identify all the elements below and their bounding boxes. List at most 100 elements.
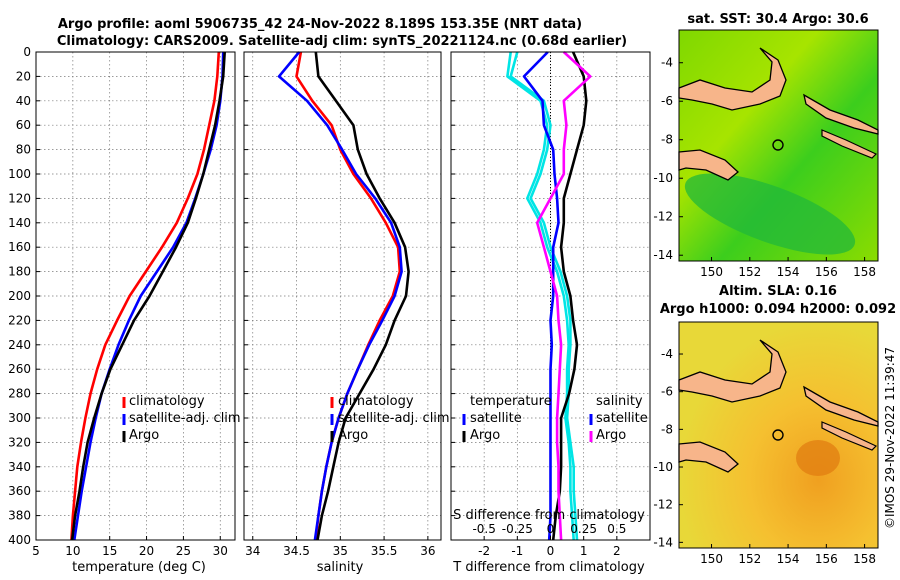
x2-tick-label: 0 — [547, 522, 555, 536]
map-y-tick-label: -4 — [661, 347, 673, 361]
series-t-diff-argo — [509, 51, 579, 541]
y-tick-label: 120 — [8, 191, 31, 205]
sst-map-frame — [678, 29, 879, 262]
sla-high-anomaly — [796, 440, 840, 476]
x-tick-label: 1 — [580, 544, 588, 558]
x-tick-label: 35.5 — [371, 544, 398, 558]
salinity-panel: 34 34.5 35 35.5 36 — [243, 51, 442, 558]
map-x-tick-label: 152 — [738, 265, 761, 279]
map-y-tick-label: -14 — [653, 535, 673, 549]
x-tick-label: 34 — [245, 544, 260, 558]
y-tick-label: 340 — [8, 460, 31, 474]
sla-map — [678, 321, 879, 549]
x-tick-label: 10 — [65, 544, 80, 558]
legend-label-climatology: climatology — [129, 394, 205, 409]
map-y-tick-label: -10 — [653, 460, 673, 474]
difference-panel: -2 -1 0 1 2 — [450, 51, 651, 558]
land-islands — [821, 421, 878, 451]
map-x-tick-label: 158 — [853, 265, 876, 279]
y-tick-label: 140 — [8, 216, 31, 230]
argo-position-marker — [772, 139, 784, 151]
land-islands — [821, 129, 878, 159]
x-tick-label: 5 — [32, 544, 40, 558]
legend-title-salinity: salinity — [596, 394, 643, 409]
difference-x2label: S difference from climatology — [453, 508, 645, 523]
land-new-guinea — [678, 339, 787, 403]
land-new-guinea — [678, 47, 787, 111]
x-tick-label: 0 — [547, 544, 555, 558]
plot-frame — [243, 51, 442, 541]
legend-label-satellite: satellite-adj. clim — [129, 411, 241, 426]
y-tick-label: 0 — [23, 45, 31, 59]
legend-label-argo: Argo — [338, 428, 368, 443]
series-s-diff-argo-clim — [535, 51, 592, 541]
map-y-tick-label: -10 — [653, 171, 673, 185]
map-y-tick-label: -8 — [661, 133, 673, 147]
series-satellite-adj-clim — [277, 51, 403, 541]
y-tick-label: 380 — [8, 509, 31, 523]
temperature-panel: 5 10 15 20 25 3002040608010012014016018020022… — [8, 45, 236, 558]
map-x-tick-label: 154 — [777, 265, 800, 279]
y-tick-label: 180 — [8, 265, 31, 279]
x-tick-label: 25 — [176, 544, 191, 558]
sst-map-ticks: 150 152 154 156 158 -4 -6 -8 -10 -12 -14 — [653, 56, 876, 279]
x-tick-label: 36 — [420, 544, 435, 558]
x2-tick-label: 0.25 — [570, 522, 597, 536]
map-y-tick-label: -12 — [653, 498, 673, 512]
sst-cool-band — [684, 173, 856, 255]
map-y-tick-label: -4 — [661, 56, 673, 70]
series-s-diff-argo — [551, 51, 588, 541]
x-tick-label: 34.5 — [283, 544, 310, 558]
title-line-1: Argo profile: aoml 5906735_42 24-Nov-202… — [58, 17, 582, 32]
y-tick-label: 260 — [8, 362, 31, 376]
y-tick-label: 300 — [8, 411, 31, 425]
y-tick-label: 40 — [16, 94, 31, 108]
y-tick-label: 100 — [8, 167, 31, 181]
map-x-tick-label: 156 — [815, 265, 838, 279]
legend-label-s-argo: Argo — [596, 428, 626, 443]
series-s-diff-satellite — [522, 51, 560, 541]
difference-xlabel: T difference from climatology — [452, 560, 645, 575]
y-tick-label: 280 — [8, 387, 31, 401]
difference-legend-salinity: salinity satellite Argo — [589, 394, 648, 443]
legend-label-argo: Argo — [129, 428, 159, 443]
land-papuan-peninsula — [678, 149, 739, 181]
series-climatology — [70, 51, 221, 541]
y-tick-label: 160 — [8, 240, 31, 254]
x2-tick-label: -0.5 — [472, 522, 495, 536]
legend-label-satellite: satellite-adj. clim — [338, 411, 450, 426]
x-tick-label: 20 — [139, 544, 154, 558]
y-tick-label: 200 — [8, 289, 31, 303]
y-tick-label: 320 — [8, 435, 31, 449]
salinity-xlabel: salinity — [317, 560, 364, 575]
y-tick-label: 360 — [8, 484, 31, 498]
y-tick-label: 80 — [16, 143, 31, 157]
x2-tick-label: -0.25 — [502, 522, 533, 536]
y-tick-label: 400 — [8, 533, 31, 547]
argo-position-marker — [772, 429, 784, 441]
land-papuan-peninsula — [678, 441, 739, 473]
temperature-xlabel: temperature (deg C) — [72, 560, 206, 575]
difference-legend-temperature: temperature satellite Argo — [462, 394, 552, 443]
legend-label-t-satellite: satellite — [470, 411, 522, 426]
sla-map-subtitle: Argo h1000: 0.094 h2000: 0.092 — [660, 302, 896, 317]
sst-map-title: sat. SST: 30.4 Argo: 30.6 — [687, 12, 868, 27]
sla-map-frame — [678, 321, 879, 549]
y-tick-label: 220 — [8, 313, 31, 327]
legend-label-t-argo: Argo — [470, 428, 500, 443]
map-y-tick-label: -12 — [653, 210, 673, 224]
map-x-tick-label: 150 — [700, 265, 723, 279]
map-x-tick-label: 156 — [815, 552, 838, 566]
salinity-legend: climatology satellite-adj. clim Argo — [330, 394, 450, 443]
sla-map-title: Altim. SLA: 0.16 — [719, 284, 837, 299]
map-x-tick-label: 158 — [853, 552, 876, 566]
map-x-tick-label: 152 — [738, 552, 761, 566]
sla-map-ticks: 150 152 154 156 158 -4 -6 -8 -10 -12 -14 — [653, 347, 876, 566]
legend-title-temperature: temperature — [470, 394, 552, 409]
y-tick-label: 240 — [8, 338, 31, 352]
x-tick-label: 2 — [613, 544, 621, 558]
temperature-legend: climatology satellite-adj. clim Argo — [122, 394, 241, 443]
y-tick-label: 60 — [16, 118, 31, 132]
x-tick-label: 35 — [333, 544, 348, 558]
